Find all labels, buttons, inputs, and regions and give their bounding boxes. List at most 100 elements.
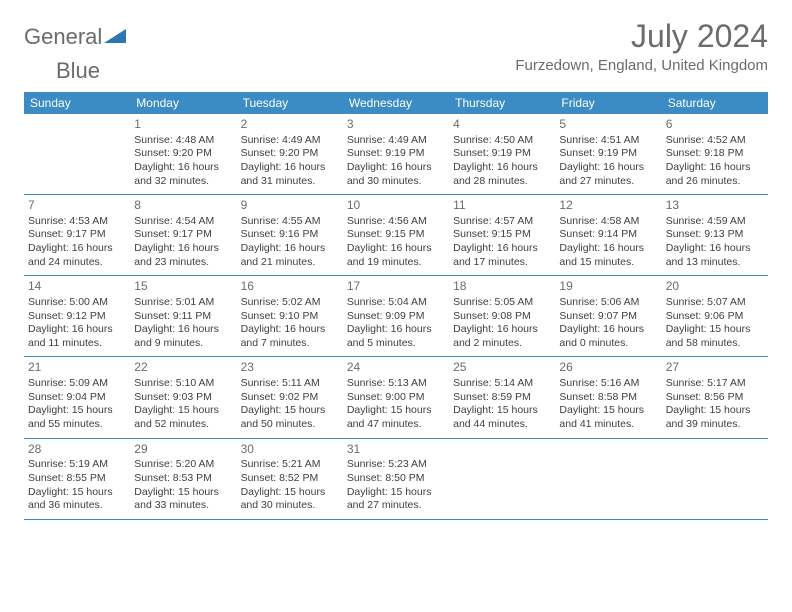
day-info-line: Sunrise: 4:49 AM [347, 134, 445, 148]
day-info-line: Sunrise: 5:10 AM [134, 377, 232, 391]
day-info-line: Sunrise: 5:05 AM [453, 296, 551, 310]
day-number: 14 [28, 279, 126, 295]
logo: General [24, 24, 128, 50]
day-info-line: Sunrise: 5:23 AM [347, 458, 445, 472]
weekday-header: Sunday [24, 92, 130, 114]
day-info-line: and 55 minutes. [28, 418, 126, 432]
week-row: 1Sunrise: 4:48 AMSunset: 9:20 PMDaylight… [24, 114, 768, 195]
day-info-line: Sunrise: 5:17 AM [666, 377, 764, 391]
day-cell: 6Sunrise: 4:52 AMSunset: 9:18 PMDaylight… [662, 114, 768, 194]
day-info-line: Sunset: 9:13 PM [666, 228, 764, 242]
day-cell: 29Sunrise: 5:20 AMSunset: 8:53 PMDayligh… [130, 439, 236, 519]
day-info-line: Sunrise: 5:01 AM [134, 296, 232, 310]
day-info-line: Daylight: 15 hours [28, 404, 126, 418]
day-cell: 4Sunrise: 4:50 AMSunset: 9:19 PMDaylight… [449, 114, 555, 194]
day-info-line: Sunrise: 5:14 AM [453, 377, 551, 391]
day-number: 26 [559, 360, 657, 376]
day-number: 4 [453, 117, 551, 133]
day-cell: 22Sunrise: 5:10 AMSunset: 9:03 PMDayligh… [130, 357, 236, 437]
week-row: 28Sunrise: 5:19 AMSunset: 8:55 PMDayligh… [24, 439, 768, 520]
day-cell [449, 439, 555, 519]
day-info-line: and 39 minutes. [666, 418, 764, 432]
day-info-line: Sunrise: 5:09 AM [28, 377, 126, 391]
day-info-line: Daylight: 15 hours [134, 486, 232, 500]
day-number: 16 [241, 279, 339, 295]
day-info-line: Sunset: 8:52 PM [241, 472, 339, 486]
day-info-line: Sunset: 9:11 PM [134, 310, 232, 324]
day-cell: 1Sunrise: 4:48 AMSunset: 9:20 PMDaylight… [130, 114, 236, 194]
day-cell: 14Sunrise: 5:00 AMSunset: 9:12 PMDayligh… [24, 276, 130, 356]
day-info-line: Sunset: 9:17 PM [134, 228, 232, 242]
day-number: 20 [666, 279, 764, 295]
day-info-line: Sunset: 9:19 PM [453, 147, 551, 161]
week-row: 14Sunrise: 5:00 AMSunset: 9:12 PM Dayligh… [24, 276, 768, 357]
day-info-line: Sunrise: 4:51 AM [559, 134, 657, 148]
triangle-icon [104, 27, 126, 48]
day-cell: 25Sunrise: 5:14 AMSunset: 8:59 PMDayligh… [449, 357, 555, 437]
day-cell: 21Sunrise: 5:09 AMSunset: 9:04 PMDayligh… [24, 357, 130, 437]
day-number: 9 [241, 198, 339, 214]
day-info-line: Sunset: 9:15 PM [453, 228, 551, 242]
day-info-line: and 2 minutes. [453, 337, 551, 351]
day-info-line: Sunset: 9:20 PM [134, 147, 232, 161]
day-info-line: Daylight: 15 hours [559, 404, 657, 418]
day-cell: 9Sunrise: 4:55 AMSunset: 9:16 PMDaylight… [237, 195, 343, 275]
day-cell: 12Sunrise: 4:58 AMSunset: 9:14 PMDayligh… [555, 195, 661, 275]
day-info-line: Sunrise: 5:02 AM [241, 296, 339, 310]
day-number: 21 [28, 360, 126, 376]
day-info-line: and 30 minutes. [241, 499, 339, 513]
day-number: 30 [241, 442, 339, 458]
day-info-line: and 30 minutes. [347, 175, 445, 189]
day-number: 12 [559, 198, 657, 214]
day-number: 25 [453, 360, 551, 376]
day-info-line: and 58 minutes. [666, 337, 764, 351]
day-number: 18 [453, 279, 551, 295]
day-cell: 3Sunrise: 4:49 AMSunset: 9:19 PMDaylight… [343, 114, 449, 194]
day-number: 13 [666, 198, 764, 214]
day-info-line: and 24 minutes. [28, 256, 126, 270]
day-number: 24 [347, 360, 445, 376]
day-number: 19 [559, 279, 657, 295]
day-info-line: and 17 minutes. [453, 256, 551, 270]
day-info-line: Sunset: 9:20 PM [241, 147, 339, 161]
day-cell [24, 114, 130, 194]
calendar: SundayMondayTuesdayWednesdayThursdayFrid… [24, 92, 768, 520]
day-cell: 19Sunrise: 5:06 AMSunset: 9:07 PMDayligh… [555, 276, 661, 356]
day-info-line: Sunset: 9:12 PM [28, 310, 126, 324]
day-info-line: Daylight: 16 hours [347, 161, 445, 175]
day-info-line: Sunset: 8:55 PM [28, 472, 126, 486]
day-info-line: and 0 minutes. [559, 337, 657, 351]
day-info-line: Sunrise: 4:50 AM [453, 134, 551, 148]
day-info-line: Sunrise: 5:00 AM [28, 296, 126, 310]
day-info-line: Sunrise: 4:55 AM [241, 215, 339, 229]
day-cell: 2Sunrise: 4:49 AMSunset: 9:20 PMDaylight… [237, 114, 343, 194]
day-info-line: Daylight: 16 hours [241, 242, 339, 256]
day-cell: 31Sunrise: 5:23 AMSunset: 8:50 PMDayligh… [343, 439, 449, 519]
day-info-line: and 27 minutes. [559, 175, 657, 189]
weekday-header: Wednesday [343, 92, 449, 114]
logo-text-blue: Blue [56, 58, 100, 83]
day-number: 3 [347, 117, 445, 133]
day-cell: 8Sunrise: 4:54 AMSunset: 9:17 PMDaylight… [130, 195, 236, 275]
day-number: 15 [134, 279, 232, 295]
day-info-line: and 26 minutes. [666, 175, 764, 189]
day-info-line: Sunset: 9:10 PM [241, 310, 339, 324]
day-info-line: and 15 minutes. [559, 256, 657, 270]
day-number: 8 [134, 198, 232, 214]
day-cell: 10Sunrise: 4:56 AMSunset: 9:15 PMDayligh… [343, 195, 449, 275]
day-info-line: Sunrise: 4:58 AM [559, 215, 657, 229]
day-info-line: and 52 minutes. [134, 418, 232, 432]
day-info-line: and 50 minutes. [241, 418, 339, 432]
day-info-line: Sunset: 8:56 PM [666, 391, 764, 405]
day-number: 28 [28, 442, 126, 458]
day-info-line: Sunset: 9:08 PM [453, 310, 551, 324]
day-info-line: Daylight: 16 hours [559, 242, 657, 256]
day-cell: 30Sunrise: 5:21 AMSunset: 8:52 PMDayligh… [237, 439, 343, 519]
day-info-line: and 44 minutes. [453, 418, 551, 432]
day-cell: 11Sunrise: 4:57 AMSunset: 9:15 PMDayligh… [449, 195, 555, 275]
day-info-line: Daylight: 15 hours [666, 323, 764, 337]
day-info-line: Sunset: 9:03 PM [134, 391, 232, 405]
day-cell: 17Sunrise: 5:04 AMSunset: 9:09 PMDayligh… [343, 276, 449, 356]
day-info-line: Sunset: 9:16 PM [241, 228, 339, 242]
day-cell: 16Sunrise: 5:02 AMSunset: 9:10 PMDayligh… [237, 276, 343, 356]
